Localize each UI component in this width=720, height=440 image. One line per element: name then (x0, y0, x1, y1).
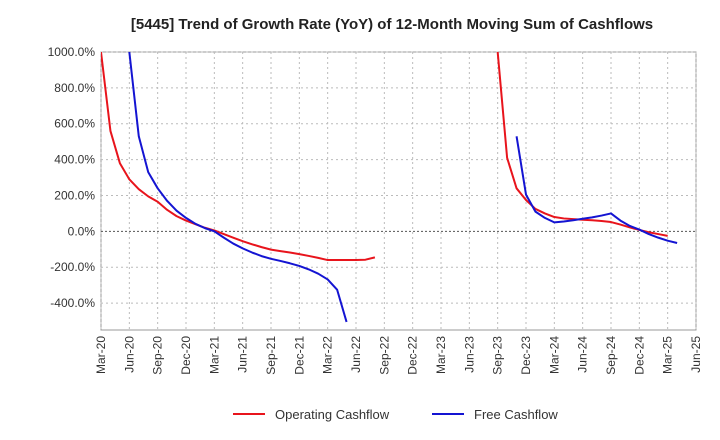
series-line-free-cashflow (515, 136, 678, 244)
x-axis-ticks: Mar-20 Jun-20 Sep-20 Dec-20 Mar-21 Jun-21 Sep-… (94, 336, 703, 375)
y-tick-label: 200.0% (54, 188, 95, 202)
x-tick-label: Dec-24 (632, 336, 646, 375)
legend-label: Free Cashflow (474, 407, 558, 422)
x-tick-label: Jun-25 (689, 336, 703, 373)
y-tick-label: 600.0% (54, 117, 95, 131)
x-tick-label: Sep-23 (491, 336, 505, 375)
y-tick-label: -200.0% (50, 260, 95, 274)
x-tick-label: Mar-23 (434, 336, 448, 374)
y-tick-label: -400.0% (50, 296, 95, 310)
x-tick-label: Dec-23 (519, 336, 533, 375)
y-tick-label: 0.0% (68, 224, 96, 238)
x-tick-label: Jun-21 (236, 336, 250, 373)
x-tick-label: Jun-22 (349, 336, 363, 373)
x-tick-label: Mar-25 (661, 336, 675, 374)
x-tick-label: Sep-24 (604, 336, 618, 375)
series-line-free-cashflow (128, 52, 348, 323)
chart-title: [5445] Trend of Growth Rate (YoY) of 12-… (131, 16, 653, 33)
legend-label: Operating Cashflow (275, 407, 390, 422)
x-tick-label: Sep-21 (264, 336, 278, 375)
x-tick-label: Mar-21 (207, 336, 221, 374)
x-tick-label: Jun-23 (462, 336, 476, 373)
x-tick-label: Mar-20 (94, 336, 108, 374)
x-tick-label: Sep-20 (151, 336, 165, 375)
series-lines (101, 52, 678, 323)
legend: Operating Cashflow Free Cashflow (233, 407, 558, 422)
y-tick-label: 400.0% (54, 153, 95, 167)
x-tick-label: Dec-20 (179, 336, 193, 375)
x-tick-label: Sep-22 (377, 336, 391, 375)
x-tick-label: Jun-20 (122, 336, 136, 373)
x-tick-label: Mar-22 (321, 336, 335, 374)
grid-lines (100, 51, 697, 330)
y-tick-label: 800.0% (54, 81, 95, 95)
y-axis-ticks: 1000.0% 800.0% 600.0% 400.0% 200.0% 0.0% -200.… (48, 45, 96, 310)
x-tick-label: Mar-24 (547, 336, 561, 374)
y-tick-label: 1000.0% (48, 45, 96, 59)
x-tick-label: Dec-21 (292, 336, 306, 375)
x-tick-label: Dec-22 (406, 336, 420, 375)
x-tick-label: Jun-24 (576, 336, 590, 373)
series-line-operating-cashflow (101, 52, 376, 262)
plot-area (100, 51, 697, 331)
